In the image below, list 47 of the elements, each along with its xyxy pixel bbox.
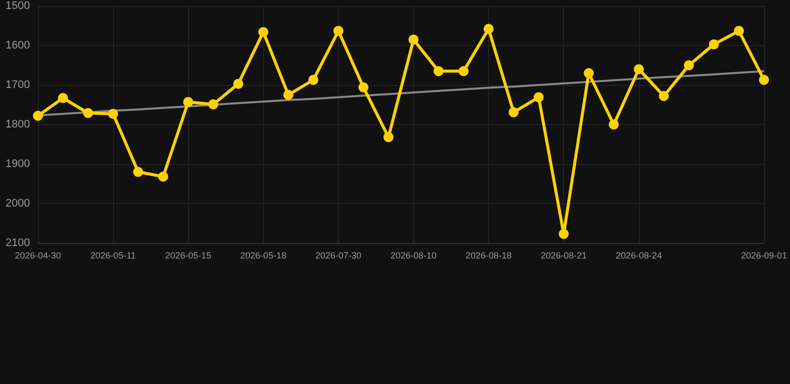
- point: [758, 74, 769, 85]
- point: [258, 27, 268, 38]
- x-tick-label: 2026-08-24: [616, 250, 662, 260]
- y-tick-label: 1500: [6, 0, 30, 12]
- point: [708, 39, 719, 50]
- point: [658, 91, 669, 102]
- point: [458, 66, 469, 76]
- point: [33, 110, 43, 121]
- point: [133, 166, 144, 177]
- x-tick-label: 2026-04-30: [14, 250, 62, 260]
- point: [283, 90, 294, 100]
- x-tick-label: 2026-05-18: [240, 250, 286, 260]
- point: [408, 34, 419, 45]
- point: [558, 228, 569, 239]
- y-tick-label: 1600: [6, 40, 30, 52]
- y-tick-label: 1800: [6, 118, 30, 130]
- x-tick-label: 2026-08-18: [466, 250, 512, 260]
- y-tick-label: 1700: [6, 79, 30, 91]
- point: [634, 64, 644, 74]
- x-tick-label: 2026-08-10: [390, 250, 437, 260]
- y-tick-label: 2100: [6, 237, 30, 249]
- x-tick-label: 2026-09-01: [740, 250, 788, 260]
- point: [484, 24, 494, 34]
- y-tick-label: 2000: [6, 198, 30, 210]
- point: [584, 68, 594, 78]
- point: [333, 26, 344, 36]
- point: [158, 172, 168, 182]
- x-tick-label: 2026-05-15: [165, 250, 212, 260]
- point: [183, 96, 194, 107]
- point: [83, 108, 94, 118]
- point: [534, 92, 544, 102]
- point: [108, 108, 118, 119]
- point: [734, 26, 744, 36]
- point: [434, 66, 444, 76]
- x-tick-label: 2026-05-11: [90, 250, 136, 260]
- x-tick-label: 2026-07-30: [315, 250, 362, 260]
- point: [358, 82, 368, 92]
- point: [608, 120, 619, 130]
- point: [508, 107, 519, 118]
- point: [233, 78, 244, 89]
- point: [58, 93, 68, 104]
- x-tick-label: 2026-08-21: [540, 250, 587, 260]
- y-tick-label: 1900: [6, 158, 30, 170]
- point: [684, 60, 694, 70]
- point: [208, 99, 218, 110]
- point: [308, 74, 318, 85]
- point: [383, 132, 394, 142]
